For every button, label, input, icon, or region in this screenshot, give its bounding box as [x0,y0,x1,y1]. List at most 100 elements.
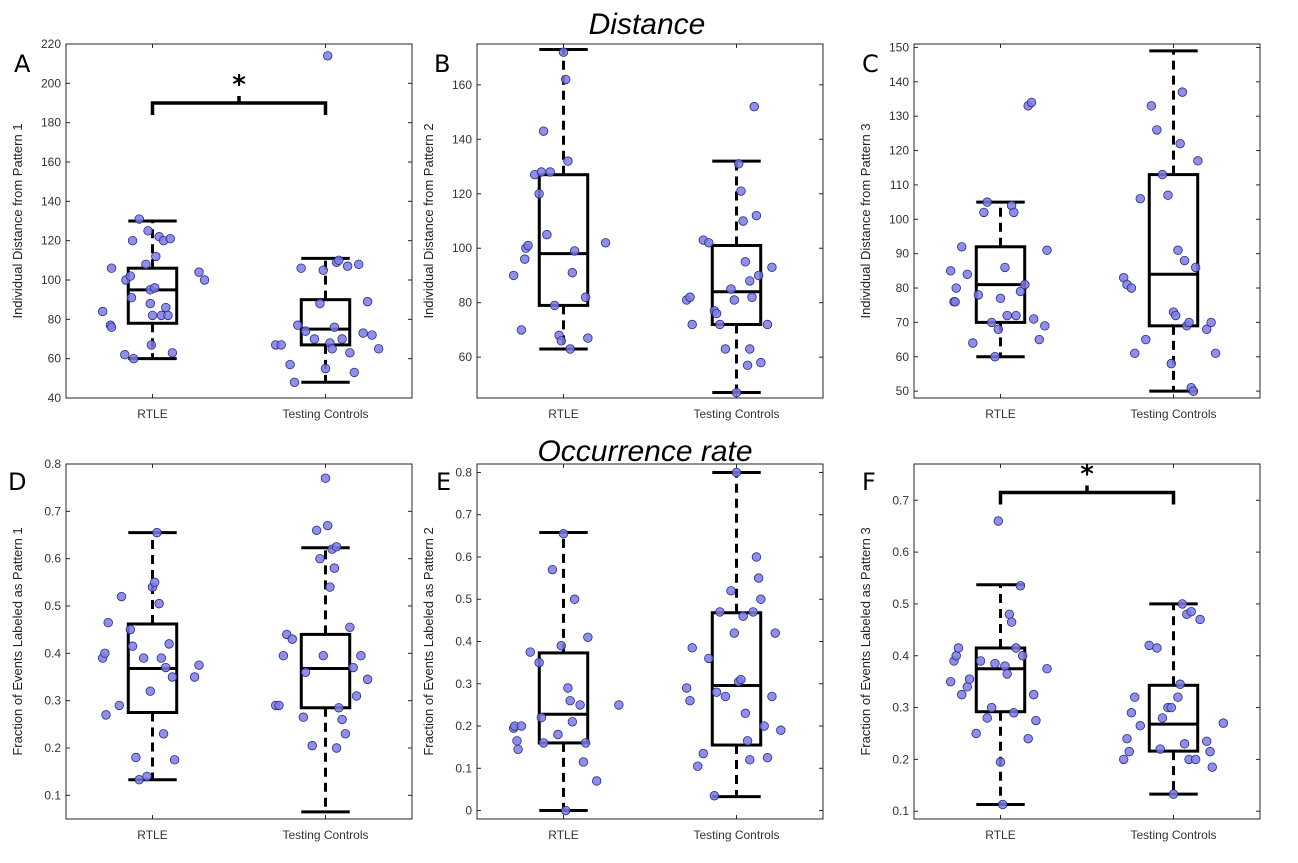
x-tick-label: RTLE [137,407,167,421]
data-point [567,717,578,727]
data-point [1206,317,1216,328]
data-point [120,350,130,360]
data-point [126,293,137,303]
panels: A 40 60 80 100 120 140 160 180 200 220 Individual D… [8,37,1261,842]
data-point [751,552,762,562]
data-point [318,265,328,275]
data-point [583,632,593,642]
data-point [125,271,136,281]
data-point [738,611,748,621]
data-point [542,229,552,240]
data-point [986,702,997,713]
y-tick-label: 0.2 [892,752,909,766]
data-point [165,233,175,244]
data-point [685,292,695,302]
data-point [565,344,575,354]
data-point [1122,733,1132,744]
data-point [709,791,720,801]
data-point [964,674,975,684]
data-point [1009,207,1019,218]
data-point [957,242,967,252]
box-plot-rtle [537,530,590,813]
data-point [563,683,573,693]
data-point [734,159,744,169]
data-point [345,348,355,358]
data-point [729,295,739,305]
y-tick-label: 0.3 [44,694,61,708]
data-point [569,246,580,256]
data-point [534,189,544,199]
x-tick-label: RTLE [548,407,578,421]
data-point [962,682,972,692]
data-point [194,660,204,670]
data-point [127,641,138,651]
data-point [1118,754,1129,765]
data-point [311,525,322,535]
y-tick-label: 100 [889,212,909,226]
data-point [547,564,558,575]
data-point [990,658,1000,669]
data-point [351,691,362,701]
data-point [729,628,739,638]
data-point [962,269,972,279]
data-point [1144,640,1154,651]
data-point [731,387,742,398]
y-tick-label: 140 [452,132,472,146]
data-point [538,738,549,748]
data-point [751,210,762,221]
significance-bracket: * [150,70,328,115]
data-point [516,325,527,335]
data-point [146,340,157,350]
data-point [349,367,359,378]
data-point [747,292,757,302]
interquartile-box [1147,683,1200,753]
data-point [125,624,136,635]
data-point [199,275,210,285]
y-tick-label: 60 [48,352,62,366]
data-point [300,326,311,336]
data-point [1135,721,1145,731]
data-point [276,340,286,350]
x-tick-label: RTLE [548,828,578,842]
data-point [711,308,722,319]
data-point [975,656,986,666]
data-point [759,721,769,731]
y-tick-label: 160 [452,78,472,92]
data-point [340,729,351,739]
data-point [161,662,171,673]
y-axis-label: Individual Distance from Pattern 1 [10,123,25,318]
data-point [1195,614,1205,625]
data-point [569,594,580,604]
data-point [998,799,1008,810]
data-point [742,736,753,746]
data-point [715,607,725,617]
y-tick-label: 50 [896,384,910,398]
panel-letter: F [862,468,876,496]
data-point [141,259,151,269]
data-point [525,647,535,657]
data-point [1166,358,1176,369]
data-point [1218,718,1229,728]
bracket-line [998,490,1176,505]
data-point [745,755,755,765]
data-point [687,319,697,330]
data-point [1171,310,1181,321]
data-point [1202,736,1212,746]
y-tick-label: 0 [465,804,472,818]
y-tick-label: 0.5 [892,597,909,611]
y-tick-label: 220 [41,37,61,51]
data-point [345,622,355,633]
data-point [1130,692,1140,702]
data-point [358,328,368,338]
data-point [1205,746,1215,757]
data-point [1168,789,1179,799]
panel-f: F 0.1 0.2 0.3 0.4 0.5 0.6 0.7 Fraction of Events… [858,460,1261,842]
data-point [354,259,364,269]
y-tick-label: 0.1 [44,788,61,802]
data-point [693,761,703,771]
axes-frame [476,43,824,399]
data-point [711,687,722,697]
data-point [558,47,569,57]
data-point [1202,324,1212,334]
